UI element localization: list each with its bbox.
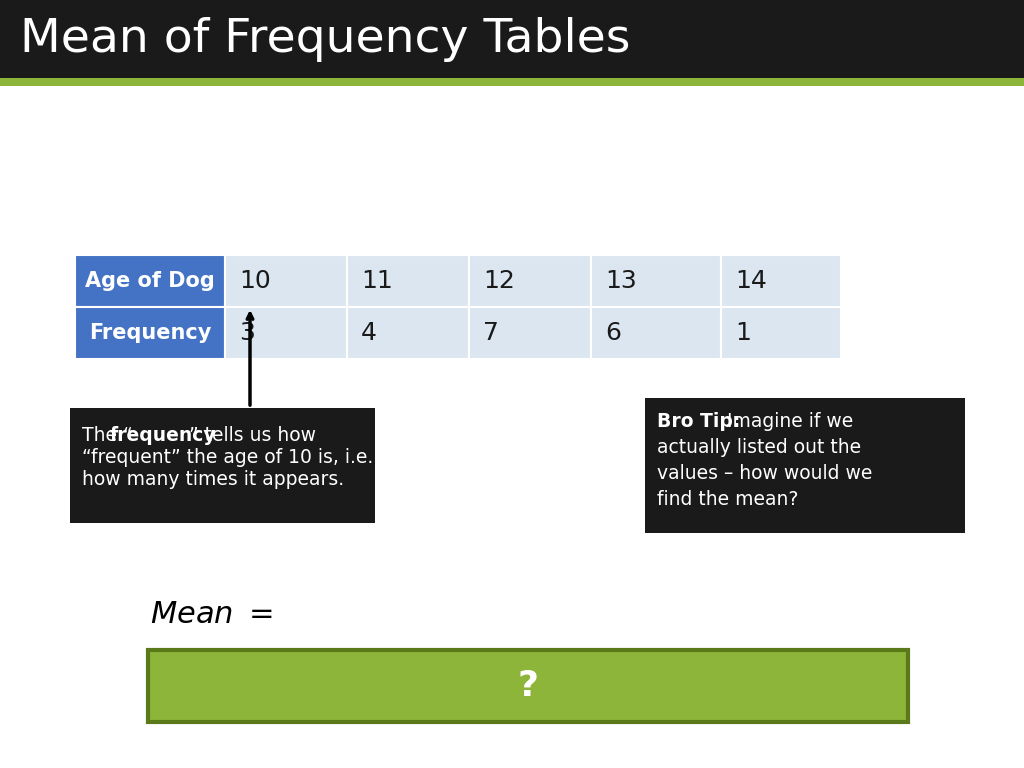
Text: 1: 1: [735, 321, 751, 345]
Bar: [721, 307, 841, 359]
Text: 12: 12: [483, 269, 515, 293]
Bar: [347, 307, 469, 359]
Bar: [0, 0, 1024, 78]
Bar: [225, 255, 347, 307]
Text: 14: 14: [735, 269, 767, 293]
Bar: [0, 78, 1024, 86]
Text: Bro Tip:: Bro Tip:: [657, 412, 740, 431]
Bar: [347, 255, 469, 307]
Text: 4: 4: [361, 321, 377, 345]
Text: ” tells us how: ” tells us how: [189, 426, 316, 445]
Text: 11: 11: [361, 269, 393, 293]
Text: 13: 13: [605, 269, 637, 293]
Text: how many times it appears.: how many times it appears.: [82, 470, 344, 489]
Text: actually listed out the: actually listed out the: [657, 438, 861, 457]
Text: ?: ?: [517, 669, 539, 703]
Bar: [469, 307, 591, 359]
Bar: [75, 307, 225, 359]
Text: Age of Dog: Age of Dog: [85, 271, 215, 291]
Bar: [645, 398, 965, 533]
Bar: [591, 255, 721, 307]
Text: 3: 3: [239, 321, 255, 345]
Bar: [591, 307, 721, 359]
Text: frequency: frequency: [110, 426, 217, 445]
Text: 7: 7: [483, 321, 499, 345]
Bar: [75, 255, 225, 307]
Text: values – how would we: values – how would we: [657, 464, 872, 483]
Bar: [721, 255, 841, 307]
Text: $\mathit{Mean}$ $=$: $\mathit{Mean}$ $=$: [150, 600, 273, 629]
Bar: [70, 408, 375, 523]
Text: find the mean?: find the mean?: [657, 490, 799, 509]
Bar: [469, 255, 591, 307]
Text: Frequency: Frequency: [89, 323, 211, 343]
Bar: [148, 650, 908, 722]
Text: Mean of Frequency Tables: Mean of Frequency Tables: [20, 16, 631, 61]
Text: 6: 6: [605, 321, 621, 345]
Text: The “: The “: [82, 426, 133, 445]
Text: 10: 10: [239, 269, 270, 293]
Text: Imagine if we: Imagine if we: [721, 412, 853, 431]
Text: “frequent” the age of 10 is, i.e.: “frequent” the age of 10 is, i.e.: [82, 448, 374, 467]
Bar: [225, 307, 347, 359]
